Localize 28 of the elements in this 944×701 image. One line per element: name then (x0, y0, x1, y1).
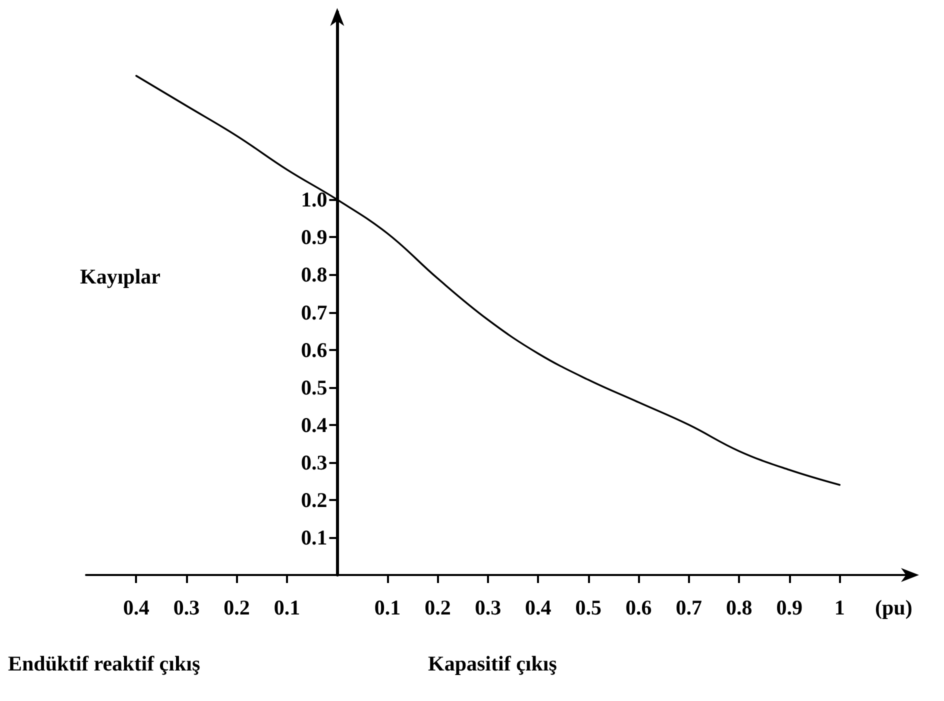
y-tick-label: 1.0 (300, 188, 328, 212)
y-tick-label: 0.2 (300, 488, 328, 512)
y-tick-label: 0.9 (300, 225, 328, 250)
y-tick-label: 0.6 (300, 338, 328, 362)
x-axis-title: (pu) (875, 596, 912, 620)
x-tick-label: 0.9 (776, 596, 803, 620)
x-tick-label: 0.2 (224, 596, 250, 620)
x-tick-label: 0.6 (626, 596, 652, 620)
x-tick-label: 0.3 (474, 596, 502, 620)
text: Kapasitif çıkış (428, 652, 557, 676)
y-tick-label: 0.5 (300, 375, 328, 400)
y-axis-title: Kayıplar (80, 264, 161, 288)
x-tick-label: 1 (834, 596, 845, 620)
text: Endüktif reaktif çıkış (8, 652, 200, 676)
x-tick-label: 0.5 (575, 596, 602, 620)
x-tick-label: 0.1 (274, 596, 300, 620)
x-tick-label: 0.1 (374, 596, 401, 620)
x-tick-label: 0.4 (525, 596, 552, 620)
y-tick-label: 0.7 (300, 300, 328, 324)
y-tick-label: 0.4 (300, 412, 328, 437)
x-tick-label: 0.4 (123, 596, 150, 620)
y-tick-label: 0.1 (300, 525, 328, 550)
x-tick-label: 0.2 (424, 596, 451, 620)
y-tick-label: 0.8 (300, 262, 328, 287)
x-tick-label: 0.8 (726, 596, 752, 620)
x-tick-label: 0.3 (173, 596, 200, 620)
x-tick-label: 0.7 (676, 596, 702, 620)
y-tick-label: 0.3 (300, 450, 328, 474)
